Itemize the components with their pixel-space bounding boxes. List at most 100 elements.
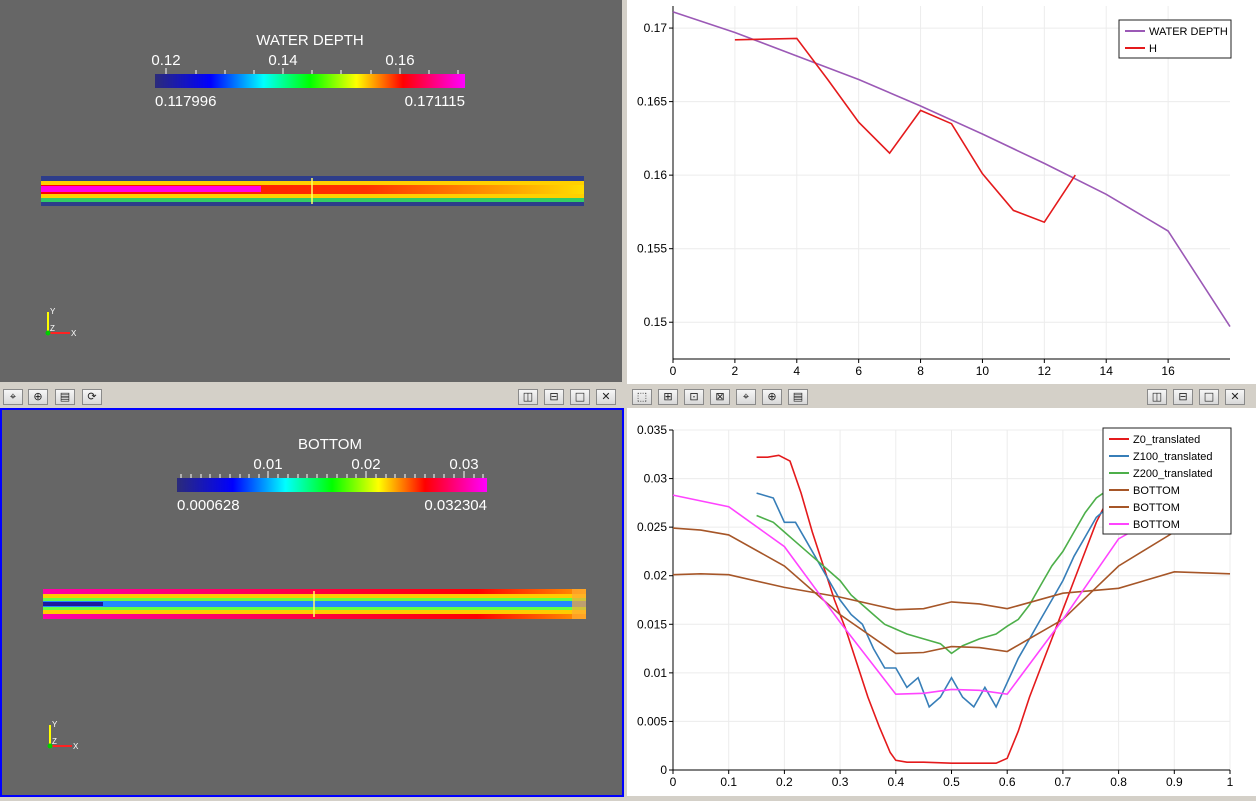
- series-line-2: [756, 482, 1120, 655]
- legend-entry: BOTTOM: [1133, 485, 1180, 497]
- y-tick-label: 0.16: [644, 168, 668, 182]
- series-line-1: [756, 492, 1120, 709]
- colorbar: [177, 478, 487, 492]
- series-line-1: [734, 37, 1076, 224]
- colorbar-tick-label: 0.02: [351, 456, 380, 473]
- legend-entry: Z0_translated: [1133, 434, 1200, 446]
- x-tick-label: 12: [1038, 364, 1052, 378]
- y-tick-label: 0.15: [644, 315, 668, 329]
- axis-x-label: X: [71, 329, 77, 338]
- x-tick-label: 0.7: [1055, 775, 1072, 789]
- camera-refresh-icon[interactable]: ⟳: [82, 389, 102, 405]
- y-tick-label: 0.035: [637, 423, 667, 437]
- y-tick-label: 0.02: [644, 569, 668, 583]
- line-chart-view-water-depth[interactable]: 0 2 4 6 8 10 12 14 16 0.15 0.155 0.16 0.165 0.17 WATER…: [627, 0, 1256, 384]
- series-line-0: [756, 454, 1120, 765]
- select-polygon-icon[interactable]: ⊠: [710, 389, 730, 405]
- orientation-axes: Y Z X: [47, 720, 79, 751]
- colorbar-min-label: 0.117996: [155, 93, 216, 110]
- water-depth-chart: 0 2 4 6 8 10 12 14 16 0.15 0.155 0.16 0.165 0.17 WATER…: [637, 6, 1232, 378]
- close-button[interactable]: ✕: [1225, 389, 1245, 405]
- y-tick-label: 0.025: [637, 520, 667, 534]
- x-tick-label: 0.8: [1110, 775, 1127, 789]
- x-tick-label: 0.6: [999, 775, 1016, 789]
- x-tick-label: 14: [1100, 364, 1114, 378]
- axis-z-label: Z: [50, 324, 55, 333]
- y-tick-label: 0.165: [637, 95, 667, 109]
- x-tick-label: 0.3: [832, 775, 849, 789]
- render-view-bottom[interactable]: BOTTOM 0.01 0.02 0.03 0.000628 0.032304: [0, 408, 624, 797]
- x-tick-label: 0.2: [776, 775, 793, 789]
- maximize-button[interactable]: □: [570, 389, 590, 405]
- y-tick-label: 0.005: [637, 714, 667, 728]
- maximize-button[interactable]: □: [1199, 389, 1219, 405]
- water-depth-render: WATER DEPTH 0.12 0.14 0.16 0.117996 0.17…: [41, 32, 584, 338]
- camera-icon[interactable]: ⌖: [736, 389, 756, 405]
- close-button[interactable]: ✕: [596, 389, 616, 405]
- camera-icon[interactable]: ⌖: [3, 389, 23, 405]
- left-view-toolbar: ⌖ ⊕ ▤ ⟳ ◫ ⊟ □ ✕: [0, 388, 622, 408]
- series-line-4: [672, 526, 1231, 655]
- camera-ops-icon[interactable]: ⊕: [28, 389, 48, 405]
- legend-box: [1102, 427, 1232, 535]
- colorbar-ticks: [165, 68, 459, 74]
- select-block-icon[interactable]: ⊡: [684, 389, 704, 405]
- series-line-3: [672, 570, 1231, 611]
- x-tick-label: 1: [1227, 775, 1234, 789]
- colorbar-tick-label: 0.01: [253, 456, 282, 473]
- x-tick-label: 8: [917, 364, 924, 378]
- colorbar-max-label: 0.032304: [424, 497, 487, 514]
- select-points-icon[interactable]: ⬚: [632, 389, 652, 405]
- y-tick-label: 0.01: [644, 666, 668, 680]
- x-tick-label: 0.5: [943, 775, 960, 789]
- x-tick-label: 2: [732, 364, 739, 378]
- x-tick-label: 0: [670, 775, 677, 789]
- y-tick-label: 0.03: [644, 472, 668, 486]
- series-line-5: [672, 494, 1231, 696]
- x-tick-label: 0.9: [1166, 775, 1183, 789]
- x-tick-label: 4: [793, 364, 800, 378]
- x-tick-label: 10: [976, 364, 990, 378]
- vertical-splitter[interactable]: [622, 0, 627, 801]
- legend-entry: WATER DEPTH: [1149, 26, 1228, 38]
- colorbar-title: BOTTOM: [298, 436, 362, 453]
- legend-entry: Z100_translated: [1133, 451, 1213, 463]
- orientation-axes: Y Z X: [45, 307, 77, 338]
- legend-entry: H: [1149, 43, 1157, 55]
- render-view-water-depth[interactable]: WATER DEPTH 0.12 0.14 0.16 0.117996 0.17…: [0, 0, 622, 382]
- colorbar-min-label: 0.000628: [177, 497, 240, 514]
- bottom-render: BOTTOM 0.01 0.02 0.03 0.000628 0.032304: [43, 436, 586, 751]
- axis-z-label: Z: [52, 737, 57, 746]
- water-depth-mesh: [41, 176, 584, 206]
- x-tick-label: 0.1: [720, 775, 737, 789]
- colorbar-max-label: 0.171115: [405, 93, 465, 110]
- split-vertical-button[interactable]: ⊟: [1173, 389, 1193, 405]
- x-tick-label: 0.4: [887, 775, 904, 789]
- right-view-toolbar: ⬚ ⊞ ⊡ ⊠ ⌖ ⊕ ▤ ◫ ⊟ □ ✕: [627, 388, 1256, 408]
- bottom-profiles-chart: 0 0.1 0.2 0.3 0.4 0.5 0.6 0.7 0.8 0.9 1 0 0.005 0.01 0…: [637, 423, 1234, 789]
- y-tick-label: 0.155: [637, 242, 667, 256]
- legend-entry: BOTTOM: [1133, 502, 1180, 514]
- y-tick-label: 0: [660, 763, 667, 777]
- line-chart-view-bottom-profiles[interactable]: 0 0.1 0.2 0.3 0.4 0.5 0.6 0.7 0.8 0.9 1 0 0.005 0.01 0…: [627, 408, 1256, 796]
- table-icon[interactable]: ▤: [55, 389, 75, 405]
- x-tick-label: 16: [1161, 364, 1175, 378]
- colorbar: [155, 74, 465, 88]
- split-horizontal-button[interactable]: ◫: [518, 389, 538, 405]
- split-vertical-button[interactable]: ⊟: [544, 389, 564, 405]
- table-icon[interactable]: ▤: [788, 389, 808, 405]
- colorbar-title: WATER DEPTH: [256, 32, 364, 49]
- select-cells-icon[interactable]: ⊞: [658, 389, 678, 405]
- colorbar-ticks: [180, 471, 484, 478]
- legend-box: [1118, 19, 1232, 59]
- split-horizontal-button[interactable]: ◫: [1147, 389, 1167, 405]
- y-tick-label: 0.015: [637, 617, 667, 631]
- x-tick-label: 6: [855, 364, 862, 378]
- axis-x-label: X: [73, 742, 79, 751]
- colorbar-tick-label: 0.14: [268, 52, 297, 69]
- x-tick-label: 0: [670, 364, 677, 378]
- axis-y-label: Y: [52, 720, 58, 729]
- y-tick-label: 0.17: [644, 21, 668, 35]
- camera-ops-icon[interactable]: ⊕: [762, 389, 782, 405]
- axis-y-label: Y: [50, 307, 56, 316]
